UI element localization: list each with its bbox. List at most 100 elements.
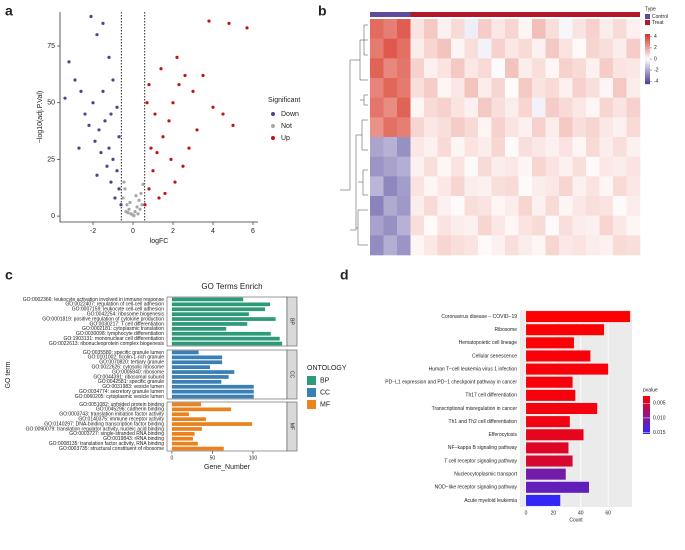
- x-tick-label: 60: [605, 510, 611, 516]
- bar: [526, 494, 561, 506]
- legend-label: Treat: [652, 20, 664, 26]
- y-tick-label: Transcriptional misregulation in cancer: [432, 406, 518, 412]
- heat-cell: [410, 58, 425, 79]
- heat-cell: [572, 176, 587, 197]
- heat-cell: [505, 137, 519, 157]
- heat-cell: [532, 176, 546, 197]
- point: [87, 123, 91, 127]
- heat-cell: [491, 215, 506, 236]
- colorbar-label: 2: [654, 45, 657, 51]
- x-tick-label: 4: [211, 228, 215, 235]
- colorbar-step: [645, 49, 650, 52]
- point: [201, 73, 205, 78]
- bar: [171, 446, 224, 451]
- heat-cell: [424, 156, 438, 177]
- panel-label: d: [340, 267, 349, 283]
- heat-cell: [437, 58, 452, 79]
- y-tick-label: GO:1903131: mononuclear cell differentia…: [63, 336, 164, 342]
- colorbar-step: [645, 36, 650, 40]
- legend-swatch: [645, 14, 650, 19]
- heat-cell: [451, 78, 465, 98]
- heat-cell: [532, 97, 546, 118]
- heat-cell: [451, 215, 465, 236]
- point: [138, 207, 142, 211]
- point: [149, 146, 153, 150]
- point: [171, 101, 175, 105]
- bar: [171, 407, 232, 412]
- heat-cell: [383, 196, 398, 216]
- heat-cell: [545, 117, 560, 138]
- heat-cell: [532, 196, 546, 216]
- colorbar-step: [645, 51, 650, 55]
- heat-cell: [478, 38, 492, 59]
- y-tick-label: GO:0060205: cytoplasmic vesicle lumen: [75, 394, 164, 400]
- colorbar-step: [645, 74, 650, 77]
- legend-swatch: [307, 400, 316, 409]
- heat-cell: [464, 78, 479, 98]
- heat-cell: [437, 137, 452, 157]
- heat-cell: [545, 156, 560, 177]
- heat-cell: [464, 117, 479, 138]
- heat-cell: [451, 176, 465, 197]
- point: [115, 105, 119, 109]
- heat-cell: [410, 156, 425, 177]
- heat-cell: [383, 235, 398, 256]
- heat-cell: [545, 137, 560, 157]
- heat-cell: [424, 38, 438, 59]
- colorbar-step: [645, 64, 650, 67]
- heat-cell: [410, 196, 425, 216]
- heat-cell: [532, 19, 546, 39]
- heat-cell: [491, 97, 506, 118]
- legend-title: pvalue: [643, 387, 658, 393]
- y-tick-label: T cell receptor signaling pathway: [444, 458, 517, 464]
- y-tick-label: GO:0030098: lymphocyte differentiation: [76, 331, 164, 337]
- point: [159, 67, 163, 71]
- y-tick-label: Human T−cell leukemia virus 1 infection: [429, 366, 518, 372]
- heat-cell: [397, 215, 411, 236]
- heat-cell: [437, 235, 452, 256]
- heat-cell: [383, 156, 398, 177]
- point: [77, 146, 81, 150]
- heat-cell: [586, 38, 600, 59]
- heat-cell: [559, 196, 573, 216]
- heat-cell: [478, 117, 492, 138]
- heat-cell: [518, 19, 533, 39]
- heat-cell: [491, 117, 506, 138]
- y-tick-label: GO:0031983: vesicle lumen: [102, 384, 164, 390]
- point: [207, 19, 211, 23]
- heat-cell: [410, 78, 425, 98]
- heat-cell: [437, 19, 452, 39]
- bar: [171, 350, 199, 355]
- heat-cell: [586, 196, 600, 216]
- bar: [171, 326, 227, 331]
- heat-cell: [532, 137, 546, 157]
- heat-cell: [559, 235, 573, 256]
- bar: [171, 331, 271, 336]
- heat-cell: [383, 19, 398, 39]
- y-tick-label: Efferocytosis: [488, 432, 517, 438]
- heat-cell: [572, 58, 587, 79]
- y-tick-label: GO:0019843: rRNA binding: [103, 436, 164, 442]
- heat-cell: [613, 78, 627, 98]
- heat-cell: [478, 78, 492, 98]
- point: [140, 203, 144, 207]
- y-tick-label: GO:0022626: cytosolic ribosome: [91, 364, 164, 370]
- colorbar-step: [645, 56, 650, 60]
- heat-cell: [613, 117, 627, 138]
- y-tick-label: 0: [51, 213, 55, 220]
- heat-cell: [424, 137, 438, 157]
- heat-cell: [437, 196, 452, 216]
- point: [109, 112, 113, 116]
- heat-cell: [505, 156, 519, 177]
- heat-cell: [397, 156, 411, 177]
- point: [133, 209, 137, 214]
- y-tick-label: Th1 and Th2 cell differentiation: [449, 419, 518, 425]
- bar: [171, 441, 198, 446]
- point: [167, 119, 171, 123]
- heat-cell: [572, 38, 587, 59]
- heat-cell: [545, 19, 560, 39]
- heat-cell: [397, 58, 411, 79]
- heat-cell: [397, 235, 411, 256]
- heat-cell: [545, 78, 560, 98]
- heat-cell: [478, 196, 492, 216]
